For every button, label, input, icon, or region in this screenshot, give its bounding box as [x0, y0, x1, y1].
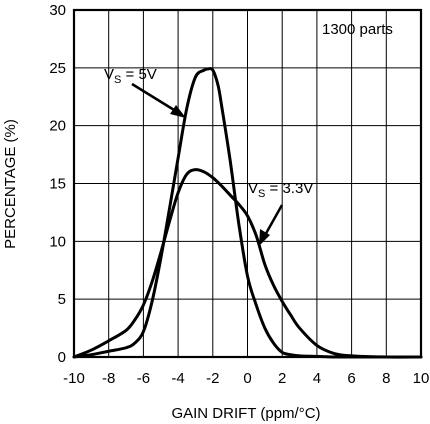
x-tick-label: 4: [313, 370, 321, 387]
x-tick-label: -4: [171, 370, 184, 387]
x-axis-title: GAIN DRIFT (ppm/°C): [171, 405, 320, 422]
x-tick-label: -6: [137, 370, 150, 387]
y-tick-label: 15: [49, 176, 66, 193]
vs33-value: = 3.3V: [265, 180, 313, 197]
vs33-prefix: V: [248, 180, 258, 197]
x-tick-label: 10: [413, 370, 430, 387]
vs5-subscript: S: [114, 74, 121, 86]
x-tick-label: -8: [102, 370, 115, 387]
vs5-pointer-line: [131, 82, 180, 115]
series-layer: [72, 67, 423, 359]
x-tick-label: 0: [243, 370, 251, 387]
tick-labels: -10 -8 -6 -4 -2 0 2 4 6 8 10 0 5 10 15 20 25 30: [49, 2, 429, 387]
x-tick-label: 6: [347, 370, 355, 387]
y-tick-label: 0: [58, 349, 66, 366]
vs33-pointer-line: [262, 204, 284, 238]
y-tick-label: 10: [49, 233, 66, 250]
parts-annotation: 1300 parts: [322, 21, 393, 38]
y-axis-title: PERCENTAGE (%): [2, 119, 19, 249]
vs33-pointer-arrowhead: [259, 229, 270, 246]
vs33-subscript: S: [258, 188, 265, 200]
y-tick-label: 5: [58, 291, 66, 308]
series-line-vs-3v3: [72, 168, 423, 359]
vs33-label: VS = 3.3V: [248, 180, 313, 200]
vs5-label: VS = 5V: [104, 66, 157, 86]
plot-frame: [72, 8, 423, 359]
x-tick-label: 2: [278, 370, 286, 387]
y-tick-label: 30: [49, 2, 66, 19]
x-tick-label: 8: [382, 370, 390, 387]
x-tick-label: -10: [63, 370, 85, 387]
vs5-value: = 5V: [121, 66, 156, 83]
series-line-vs-5v: [72, 67, 423, 359]
vs5-prefix: V: [104, 66, 114, 83]
x-tick-label: -2: [206, 370, 219, 387]
y-tick-label: 25: [49, 60, 66, 77]
y-tick-label: 20: [49, 118, 66, 135]
vs5-pointer-arrowhead: [170, 105, 186, 118]
